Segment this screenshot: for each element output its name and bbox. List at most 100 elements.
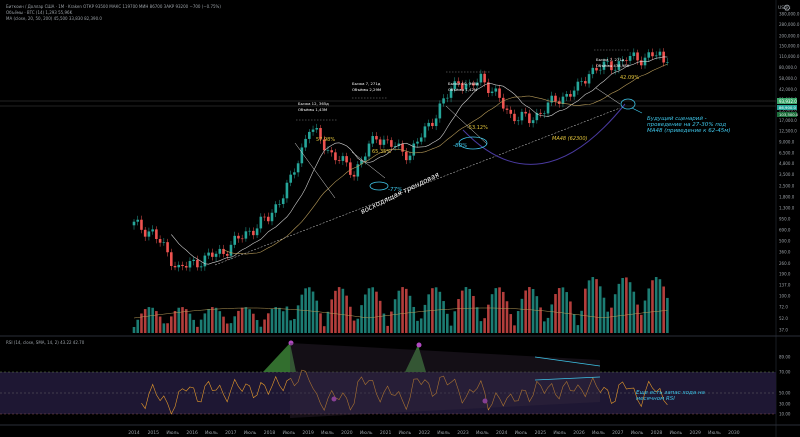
candle-body xyxy=(666,62,669,63)
candle-body xyxy=(446,97,449,99)
candle-body xyxy=(352,174,356,177)
volume-bar xyxy=(401,287,404,333)
halving-1-volume: Объёмы 1,43М xyxy=(298,107,327,112)
candle-body xyxy=(170,252,173,266)
candle-body xyxy=(162,242,166,243)
volume-bar xyxy=(483,318,486,333)
candle-body xyxy=(214,253,218,257)
volume-bar xyxy=(274,307,278,333)
candle-body xyxy=(419,137,423,142)
volume-bar xyxy=(528,287,531,333)
price-tick-label: 950.0 xyxy=(779,217,791,222)
candle-body xyxy=(244,231,248,239)
volume-bar xyxy=(263,319,266,333)
volume-bars-group xyxy=(132,277,669,333)
candle-body xyxy=(636,52,639,61)
halving-1-label: Бычка 12, 365д xyxy=(298,101,329,106)
candle-body xyxy=(315,128,319,130)
volume-bar xyxy=(550,304,554,333)
candle-body xyxy=(218,248,222,254)
volume-bar xyxy=(184,309,188,333)
candle-body xyxy=(569,94,572,97)
volume-bar xyxy=(162,323,166,333)
ascending-trendline xyxy=(214,107,621,266)
candle-body xyxy=(330,150,333,153)
time-axis: 2014 2015 Июль 2016 Июль 2017 Июль 2018 Июль 2019… xyxy=(128,430,739,436)
volume-bar xyxy=(539,307,542,333)
price-axis: 380,000.0 280,000.0 200,000.0 150,000.0 110,… xyxy=(779,12,800,333)
volume-bar xyxy=(662,286,665,333)
volume-bar xyxy=(475,307,479,333)
candle-body xyxy=(203,255,207,267)
candle-body xyxy=(237,235,240,239)
candle-body xyxy=(363,156,367,161)
price-tick-label: 17,000.0 xyxy=(779,118,797,123)
price-tick-label: 37.0 xyxy=(779,328,788,333)
volume-bar xyxy=(446,313,449,333)
volume-bar xyxy=(524,290,527,333)
candle-body xyxy=(181,264,184,267)
candle-body xyxy=(628,56,632,61)
candle-body xyxy=(356,164,360,177)
drawdown-line-4 xyxy=(595,87,621,105)
volume-bar xyxy=(140,313,143,333)
price-tick-label: 58,000.0 xyxy=(779,76,797,81)
price-tick-label: 1,800.0 xyxy=(779,195,795,200)
candle-body xyxy=(207,252,210,256)
candle-body xyxy=(483,73,486,83)
candle-body xyxy=(140,219,143,230)
rsi-peak-dot-1 xyxy=(288,340,294,346)
gear-icon[interactable]: ⚙ xyxy=(782,4,792,14)
forecast-ellipse xyxy=(620,98,636,110)
volume-bar xyxy=(199,319,203,333)
volume-bar xyxy=(300,294,304,333)
candle-body xyxy=(360,160,363,165)
price-tick-label: 72.0 xyxy=(779,305,788,310)
price-tick-label: 100.0 xyxy=(779,294,791,299)
candle-body xyxy=(554,95,557,102)
rsi-legend-label: RSI (14, close, SMA, 14, 2) 43.22 42.70 xyxy=(6,340,85,345)
volume-bar xyxy=(330,299,333,333)
volume-bar xyxy=(237,310,240,333)
candle-body xyxy=(550,95,554,103)
candle-body xyxy=(240,238,244,240)
volume-bar xyxy=(442,301,445,333)
candle-body xyxy=(487,82,490,94)
volume-bar xyxy=(218,311,222,333)
time-tick-label: 2027 xyxy=(612,430,624,436)
time-tick-label: 2023 xyxy=(457,430,469,436)
volume-bar xyxy=(561,287,565,333)
candle-body xyxy=(531,120,535,124)
volume-bar xyxy=(643,300,647,333)
svg-text:103,500.0: 103,500.0 xyxy=(779,112,799,117)
chart-legend: Биткоин / Доллар США · 1М · Kraken ОТКР … xyxy=(6,4,221,22)
rsi-cyan-line-1 xyxy=(534,356,601,367)
volume-bar xyxy=(255,320,259,333)
price-tick-label: 260.0 xyxy=(779,261,791,266)
candle-body xyxy=(155,229,158,240)
volume-bar xyxy=(569,301,572,333)
candle-body xyxy=(539,112,542,114)
candle-body xyxy=(255,228,259,236)
volume-bar xyxy=(658,279,662,333)
candle-body xyxy=(498,88,501,98)
candle-body xyxy=(464,83,468,90)
rsi-line xyxy=(141,369,668,415)
candle-body xyxy=(576,81,580,91)
candle-body xyxy=(345,156,348,163)
candle-body xyxy=(158,239,162,243)
candle-body xyxy=(423,126,427,138)
price-tick-label: 3,500.0 xyxy=(779,172,795,177)
volume-bar xyxy=(349,306,352,333)
candle-body xyxy=(651,52,654,57)
rsi-tick-label: 70.00 xyxy=(779,370,791,375)
volume-bar xyxy=(610,307,613,333)
arc-curve xyxy=(462,103,626,165)
volume-bar xyxy=(225,323,229,333)
candle-body xyxy=(300,147,304,164)
volume-bar xyxy=(625,277,628,333)
trendline-label: восходящая трендовая xyxy=(359,171,440,216)
volume-bar xyxy=(460,290,464,333)
candle-body xyxy=(449,89,453,98)
